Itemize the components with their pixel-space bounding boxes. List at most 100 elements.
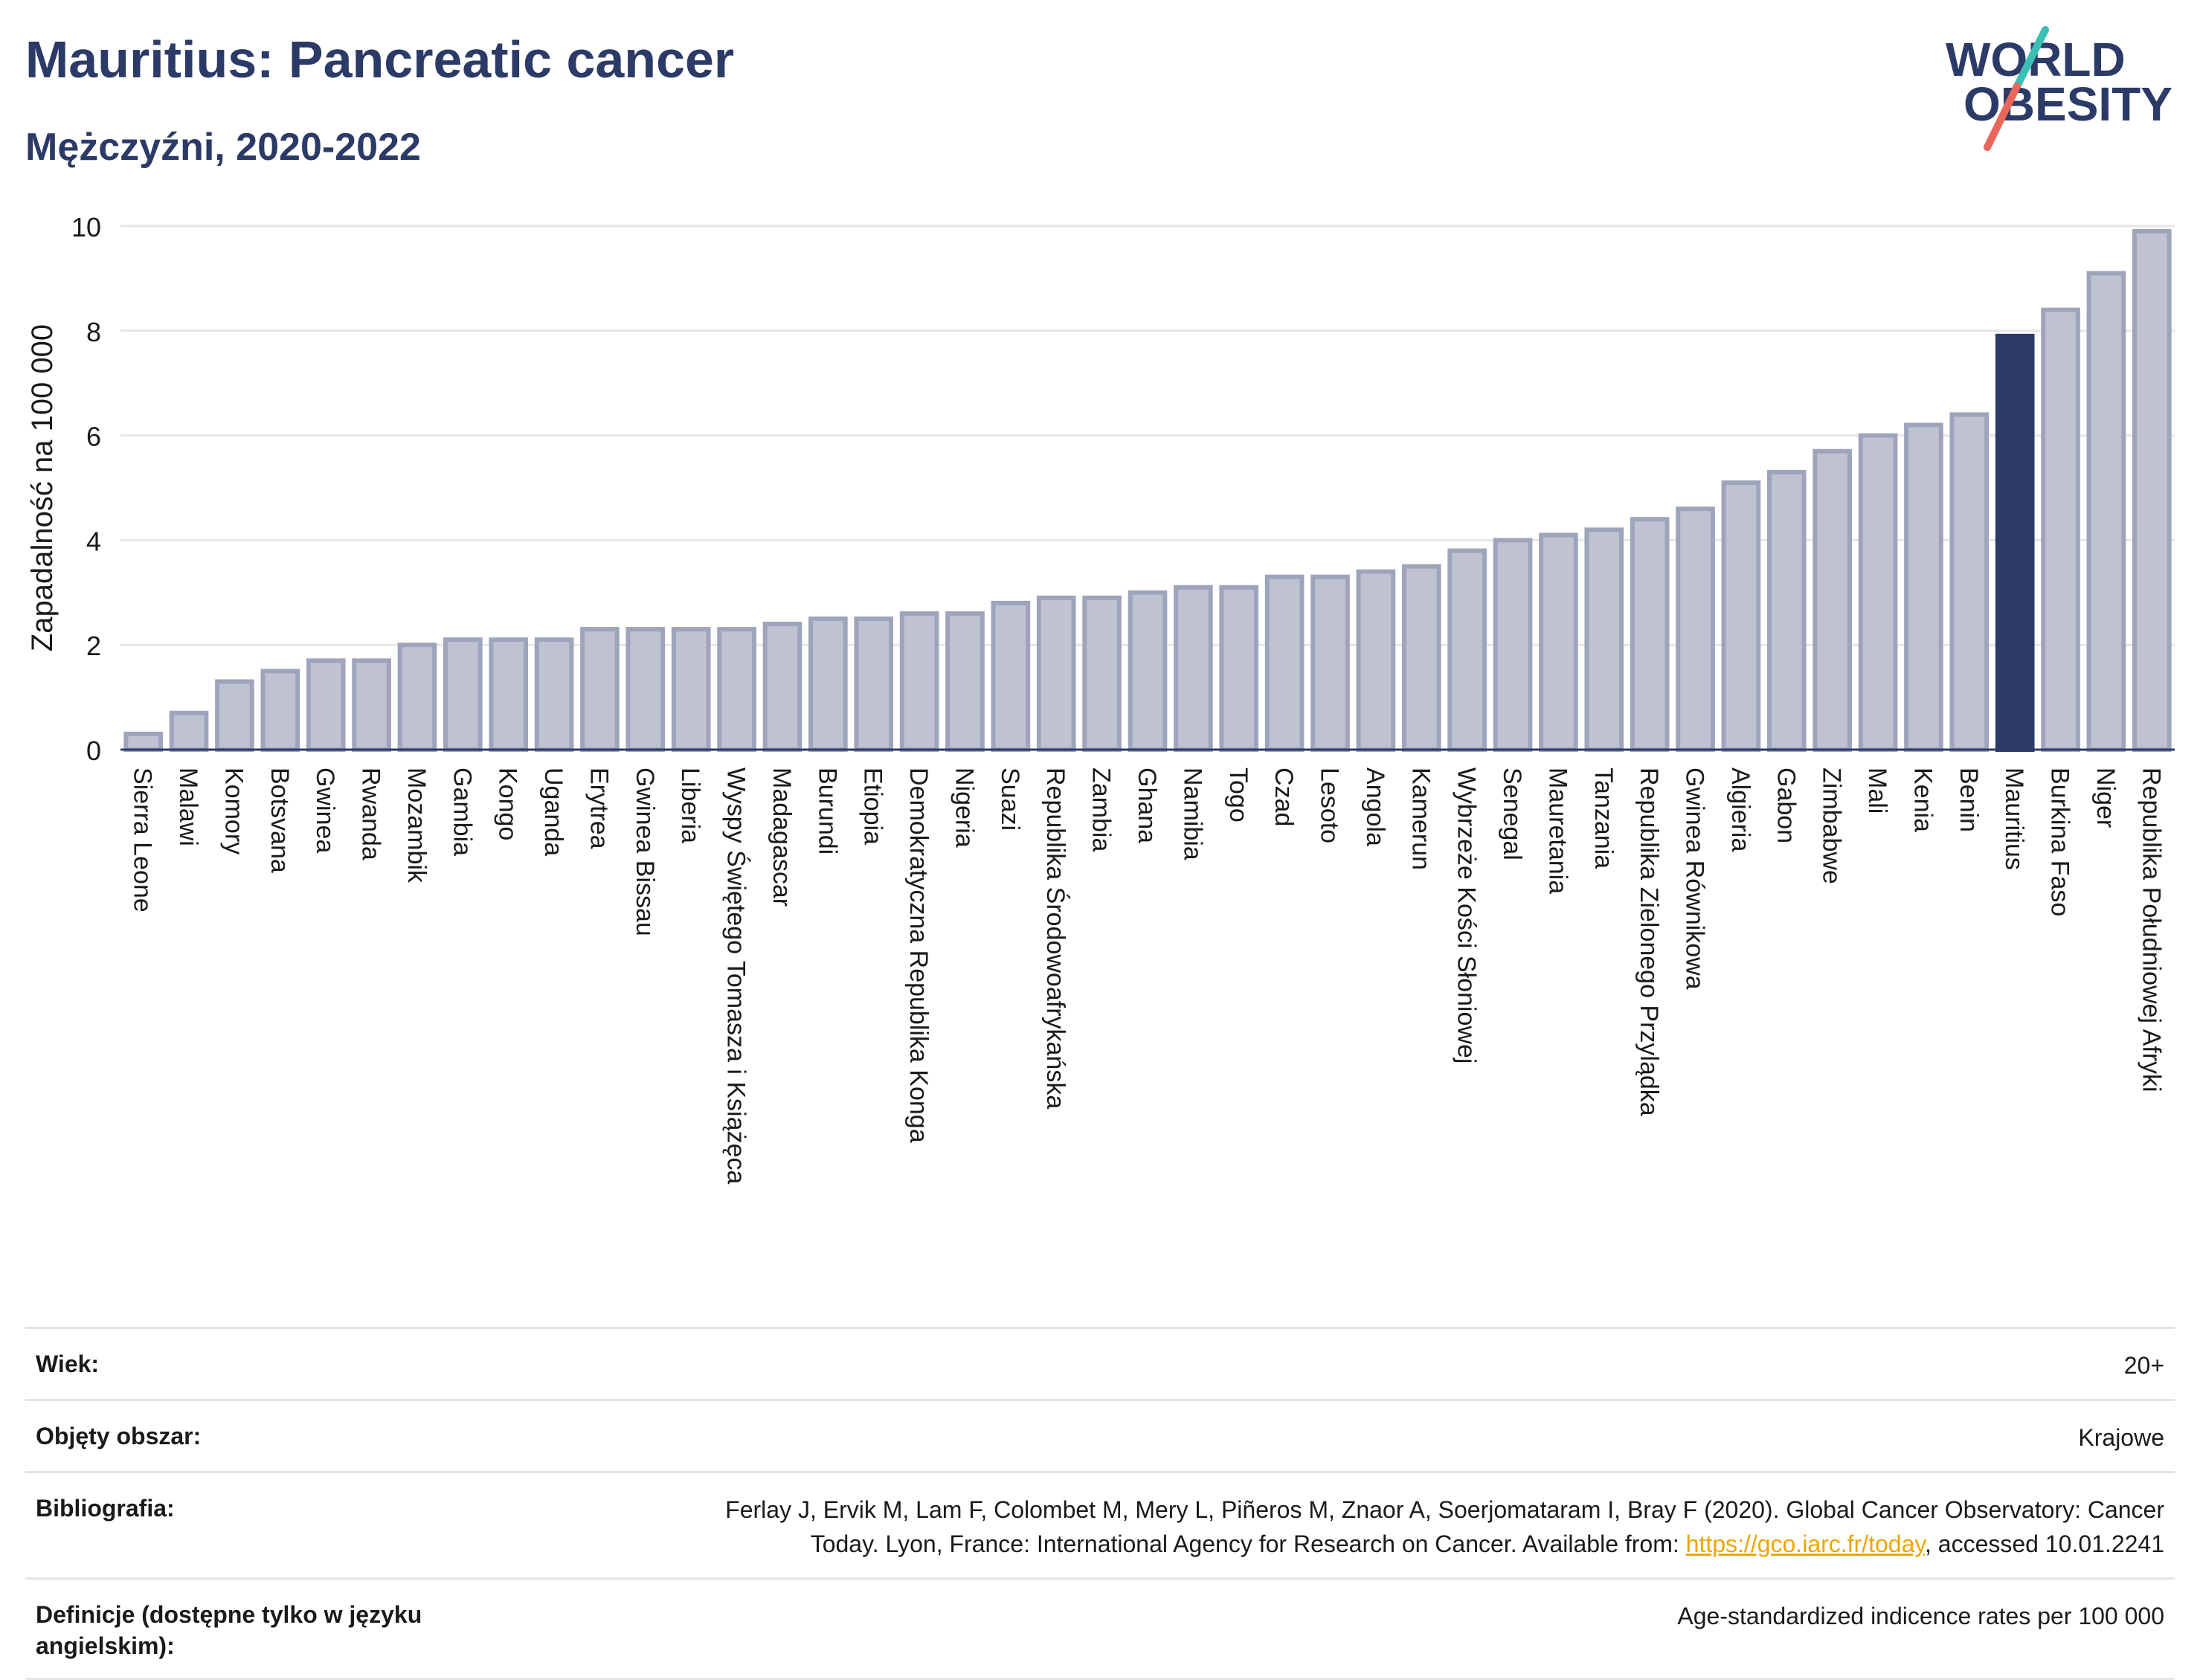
bar	[1949, 412, 1990, 752]
bar	[1174, 585, 1213, 753]
x-tick-label: Sierra Leone	[129, 767, 157, 913]
x-tick-label: Mozambik	[402, 767, 431, 884]
bar	[717, 627, 756, 753]
age-value: 20+	[2123, 1352, 2164, 1379]
x-tick-label: Erytrea	[585, 767, 613, 849]
chart-subtitle: Mężczyźni, 2020-2022	[25, 126, 421, 169]
x-tick-label: Burkina Faso	[2046, 767, 2074, 916]
age-label: Wiek:	[36, 1351, 100, 1377]
y-tick-label: 10	[71, 212, 101, 242]
bar	[1082, 595, 1122, 753]
bar	[671, 627, 711, 753]
info-row-definitions: Definicje (dostępne tylko w języku angie…	[25, 1577, 2175, 1680]
x-tick-label: Gwinea Równikowa	[1681, 767, 1709, 990]
x-tick-label: Senegal	[1498, 767, 1526, 860]
bar	[625, 627, 666, 753]
x-tick-label: Suazi	[996, 767, 1024, 831]
x-tick-label: Gambia	[448, 767, 476, 856]
bar	[1264, 574, 1305, 752]
x-tick-label: Zambia	[1087, 767, 1116, 852]
x-tick-label: Angola	[1361, 767, 1389, 846]
x-tick-label: Benin	[1955, 767, 1983, 832]
bar	[123, 731, 164, 753]
area-label: Objęty obszar:	[36, 1423, 202, 1449]
bar	[762, 622, 803, 752]
bar	[1356, 569, 1396, 753]
y-tick-label: 6	[86, 422, 101, 452]
world-obesity-logo: WORLD OBESITY	[1946, 26, 2172, 151]
bar-chart: 0 2 4 6 8 10 Zapadalność na 100 000 Sierra Leon…	[26, 212, 2175, 1184]
bibliography-label: Bibliografia:	[36, 1495, 175, 1522]
bibliography-text-1: Ferlay J, Ervik M, Lam F, Colombet M, Me…	[725, 1496, 2164, 1523]
bar	[1995, 333, 2035, 752]
x-tick-label: Gabon	[1772, 767, 1800, 843]
bar	[991, 600, 1031, 752]
logo-slash-coral	[1984, 83, 2021, 151]
bar	[808, 617, 848, 752]
y-tick-label: 0	[86, 736, 101, 766]
x-tick-label: Namibia	[1178, 767, 1206, 860]
bibliography-value: Ferlay J, Ervik M, Lam F, Colombet M, Me…	[725, 1493, 2164, 1561]
bar	[1630, 517, 1670, 752]
x-tick-label: Botsvana	[266, 767, 294, 873]
bar	[2132, 229, 2172, 753]
y-axis-label: Zapadalność na 100 000	[26, 324, 59, 651]
bibliography-text-3: , accessed 10.01.2241	[1924, 1531, 2164, 1557]
x-tick-label: Malawi	[174, 767, 202, 846]
bar	[397, 643, 437, 753]
x-tick-label: Etiopia	[859, 767, 887, 845]
x-tick-label: Demokratyczna Republika Konga	[904, 767, 933, 1143]
bar	[1721, 480, 1761, 753]
x-tick-label: Togo	[1224, 767, 1252, 823]
bar	[1858, 433, 1898, 752]
x-tick-label: Czad	[1270, 767, 1298, 826]
bar	[1904, 422, 1943, 753]
bar	[306, 658, 346, 753]
bar	[2041, 307, 2080, 752]
x-tick-label: Mali	[1863, 767, 1891, 814]
bar	[1401, 564, 1441, 752]
bibliography-link[interactable]: https://gco.iarc.fr/today	[1685, 1531, 1925, 1557]
definitions-value: Age-standardized indicence rates per 100…	[1677, 1603, 2164, 1629]
x-tick-label: Nigeria	[950, 767, 978, 848]
x-tick-label: Lesoto	[1316, 767, 1344, 843]
logo-slash-teal	[2013, 26, 2049, 90]
x-tick-label: Kamerun	[1406, 767, 1435, 870]
x-tick-label: Wyspy Świętego Tomasza i Książęca	[722, 767, 751, 1184]
bar	[260, 669, 300, 753]
x-tick-label: Kenia	[1908, 767, 1937, 832]
bar	[1447, 548, 1487, 752]
bar	[443, 637, 483, 752]
y-tick-label: 2	[86, 631, 101, 661]
bibliography-text-2: Today. Lyon, France: International Agenc…	[810, 1531, 1686, 1557]
info-row-age: Wiek: 20+	[25, 1327, 2175, 1399]
x-tick-label: Madagascar	[768, 767, 796, 907]
x-tick-label: Republika Zielonego Przylądka	[1635, 767, 1663, 1116]
x-tick-label: Tanzania	[1589, 767, 1618, 869]
bar	[169, 710, 209, 752]
x-tick-label: Niger	[2091, 767, 2120, 828]
x-tick-label: Mauretania	[1543, 767, 1572, 894]
info-row-bibliography: Bibliografia: Ferlay J, Ervik M, Lam F, …	[25, 1471, 2175, 1577]
x-tick-label: Komory	[219, 767, 248, 855]
bar	[1584, 527, 1624, 752]
bar	[534, 637, 574, 752]
bar	[489, 637, 529, 752]
bar	[854, 617, 894, 752]
bar	[1766, 469, 1807, 752]
bar	[1493, 538, 1533, 753]
bar	[1036, 595, 1076, 753]
bar	[945, 611, 985, 753]
area-value: Krajowe	[2078, 1424, 2164, 1451]
x-tick-label: Algieria	[1726, 767, 1754, 852]
bar	[215, 679, 254, 752]
y-tick-label: 4	[86, 526, 101, 556]
x-tick-label: Zimbabwe	[1818, 767, 1846, 884]
bar	[1128, 590, 1168, 752]
bar	[580, 627, 620, 753]
x-tick-label: Rwanda	[357, 767, 385, 860]
definitions-label: Definicje (dostępne tylko w języku angie…	[36, 1601, 422, 1659]
x-tick-label: Wybrzeże Kości Słoniowej	[1453, 767, 1481, 1063]
x-tick-label: Kongo	[494, 767, 522, 840]
bar	[899, 611, 939, 753]
